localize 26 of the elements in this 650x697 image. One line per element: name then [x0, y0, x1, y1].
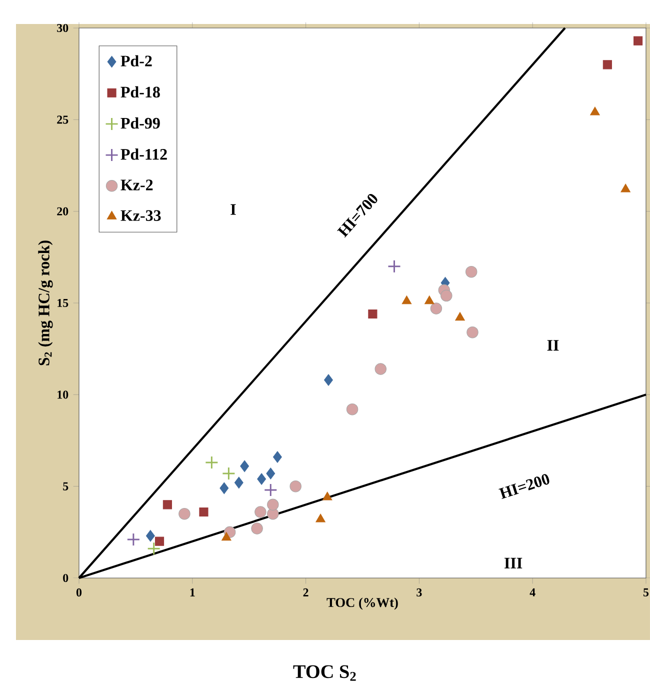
x-tick-label: 2: [303, 588, 308, 596]
y-tick-label: 5: [63, 482, 68, 490]
y-tick-label: 20: [57, 207, 68, 216]
annotation: III: [504, 558, 522, 568]
y-tick-label: 10: [58, 390, 68, 399]
legend-label: Kz-33: [120, 210, 161, 221]
legend-label: Pd-99: [120, 117, 160, 129]
text: TOC S$_{2}$: [293, 665, 356, 681]
x-tick-label: 1: [190, 588, 195, 596]
x-tick-label: 5: [643, 588, 649, 596]
y-tick-label: 30: [57, 24, 68, 32]
x-tick-label: 0: [76, 588, 82, 596]
legend-label: Pd-2: [120, 55, 152, 66]
y-tick-label: 15: [58, 298, 68, 308]
y-tick-label: 0: [63, 574, 68, 582]
legend-label: Pd-112: [120, 148, 167, 160]
legend-label: Kz-2: [120, 180, 153, 190]
legend-label: Pd-18: [120, 86, 160, 98]
y-axis-title: S$_{2}$ (mg HC/g rock): [38, 240, 53, 366]
x-tick-label: 4: [530, 588, 536, 596]
annotation: HI=200: [498, 474, 550, 500]
x-tick-label: 3: [416, 588, 422, 596]
x-axis-title: TOC (%Wt): [326, 598, 398, 610]
y-tick-label: 25: [57, 116, 68, 124]
annotation: II: [547, 340, 559, 351]
annotation: I: [230, 204, 236, 215]
